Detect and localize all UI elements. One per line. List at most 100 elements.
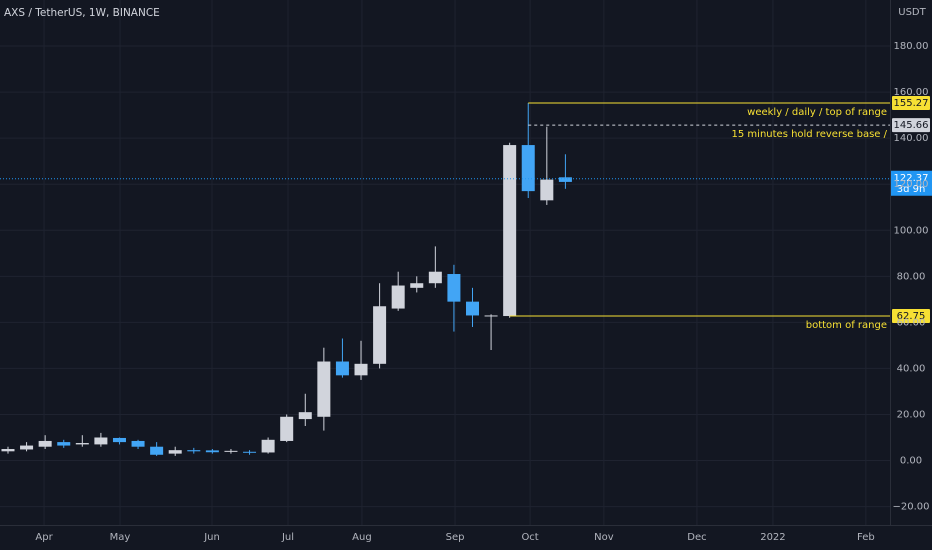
candle-body xyxy=(187,450,201,452)
candle xyxy=(298,393,312,426)
candle-body xyxy=(540,179,554,201)
y-tick-label: 60.00 xyxy=(897,317,926,328)
candle-body xyxy=(1,449,15,452)
candle-body xyxy=(558,177,572,182)
candle-body xyxy=(354,363,368,376)
candle-body xyxy=(38,440,52,447)
candle xyxy=(150,442,164,456)
x-tick-label: May xyxy=(110,532,131,543)
x-tick-label: Nov xyxy=(594,532,614,543)
grid xyxy=(0,0,890,525)
x-tick-label: 2022 xyxy=(760,532,785,543)
candle xyxy=(57,439,71,448)
candle-body xyxy=(261,439,275,453)
candle xyxy=(354,340,368,380)
candle-body xyxy=(20,445,34,450)
y-tick-label: 20.00 xyxy=(897,409,926,420)
x-tick-label: Feb xyxy=(857,532,875,543)
candle-body xyxy=(131,440,145,447)
y-tick-label: 40.00 xyxy=(897,363,926,374)
candle xyxy=(261,437,275,454)
level-price-box xyxy=(892,95,930,110)
y-tick-label: 180.00 xyxy=(894,41,929,52)
candle xyxy=(94,432,108,447)
candle-body xyxy=(57,442,71,446)
y-tick-label: 0.00 xyxy=(900,456,922,467)
candle xyxy=(168,446,182,456)
x-tick-label: Apr xyxy=(35,532,53,543)
candle xyxy=(75,435,89,447)
candle xyxy=(484,314,498,350)
candle-body xyxy=(521,145,535,192)
countdown-label: 3d 9h xyxy=(897,184,926,195)
candle-body xyxy=(280,416,294,441)
candle-body xyxy=(75,443,89,445)
x-tick-label: Jun xyxy=(203,532,220,543)
candle xyxy=(38,435,52,450)
level-price-box xyxy=(892,309,930,324)
candle xyxy=(391,271,405,311)
candle-body xyxy=(410,283,424,288)
candle-body xyxy=(243,451,257,453)
candle xyxy=(558,154,572,189)
candle xyxy=(410,276,424,293)
x-tick-label: Jul xyxy=(281,532,294,543)
level-price-box xyxy=(892,118,930,133)
candle-body xyxy=(447,274,461,302)
candle-body xyxy=(168,450,182,454)
candle xyxy=(503,142,517,318)
y-tick-label: 120.00 xyxy=(894,179,929,190)
candle xyxy=(205,449,219,454)
candle-body xyxy=(373,306,387,364)
plot xyxy=(1,102,572,456)
candle xyxy=(280,414,294,443)
level-price-label: 155.27 xyxy=(894,98,929,109)
last-price-label: 122.37 xyxy=(894,173,929,184)
level-price-label: 145.66 xyxy=(894,120,929,131)
candle xyxy=(224,449,238,454)
currency-box xyxy=(898,5,926,19)
candle xyxy=(187,447,201,454)
candle xyxy=(540,126,554,205)
candle-body xyxy=(335,361,349,376)
candle xyxy=(335,338,349,378)
candle xyxy=(243,450,257,455)
candle-body xyxy=(484,315,498,317)
chart-title: AXS / TetherUS, 1W, BINANCE xyxy=(4,7,160,19)
y-tick-label: 100.00 xyxy=(894,225,929,236)
candle xyxy=(447,264,461,332)
x-tick-label: Sep xyxy=(446,532,465,543)
candle-body xyxy=(391,285,405,309)
candle xyxy=(428,246,442,288)
level-note: 15 minutes hold reverse base / xyxy=(732,129,888,140)
level-note: weekly / daily / top of range xyxy=(747,107,887,118)
y-tick-label: 140.00 xyxy=(894,133,929,144)
x-tick-label: Dec xyxy=(687,532,706,543)
candle-body xyxy=(317,361,331,417)
last-price-box xyxy=(891,170,932,196)
level-price-label: 62.75 xyxy=(897,311,926,322)
y-tick-label: −20.00 xyxy=(892,502,929,513)
candle xyxy=(20,442,34,452)
x-tick-label: Aug xyxy=(352,532,372,543)
candle-body xyxy=(503,145,517,317)
x-tick-label: Oct xyxy=(521,532,538,543)
candle-body xyxy=(298,412,312,420)
candle xyxy=(465,287,480,327)
y-tick-label: 160.00 xyxy=(894,87,929,98)
candle-body xyxy=(428,271,442,284)
y-tick-label: 80.00 xyxy=(897,271,926,282)
candle xyxy=(131,439,145,450)
candle xyxy=(373,283,387,369)
candle-body xyxy=(465,301,480,316)
candle xyxy=(1,446,15,454)
candle-body xyxy=(94,437,108,445)
currency: USDT xyxy=(898,7,926,18)
candle-body xyxy=(150,446,164,455)
candle xyxy=(112,437,126,445)
candle-body xyxy=(112,437,126,443)
candle-body xyxy=(205,450,219,453)
candle xyxy=(317,347,331,431)
